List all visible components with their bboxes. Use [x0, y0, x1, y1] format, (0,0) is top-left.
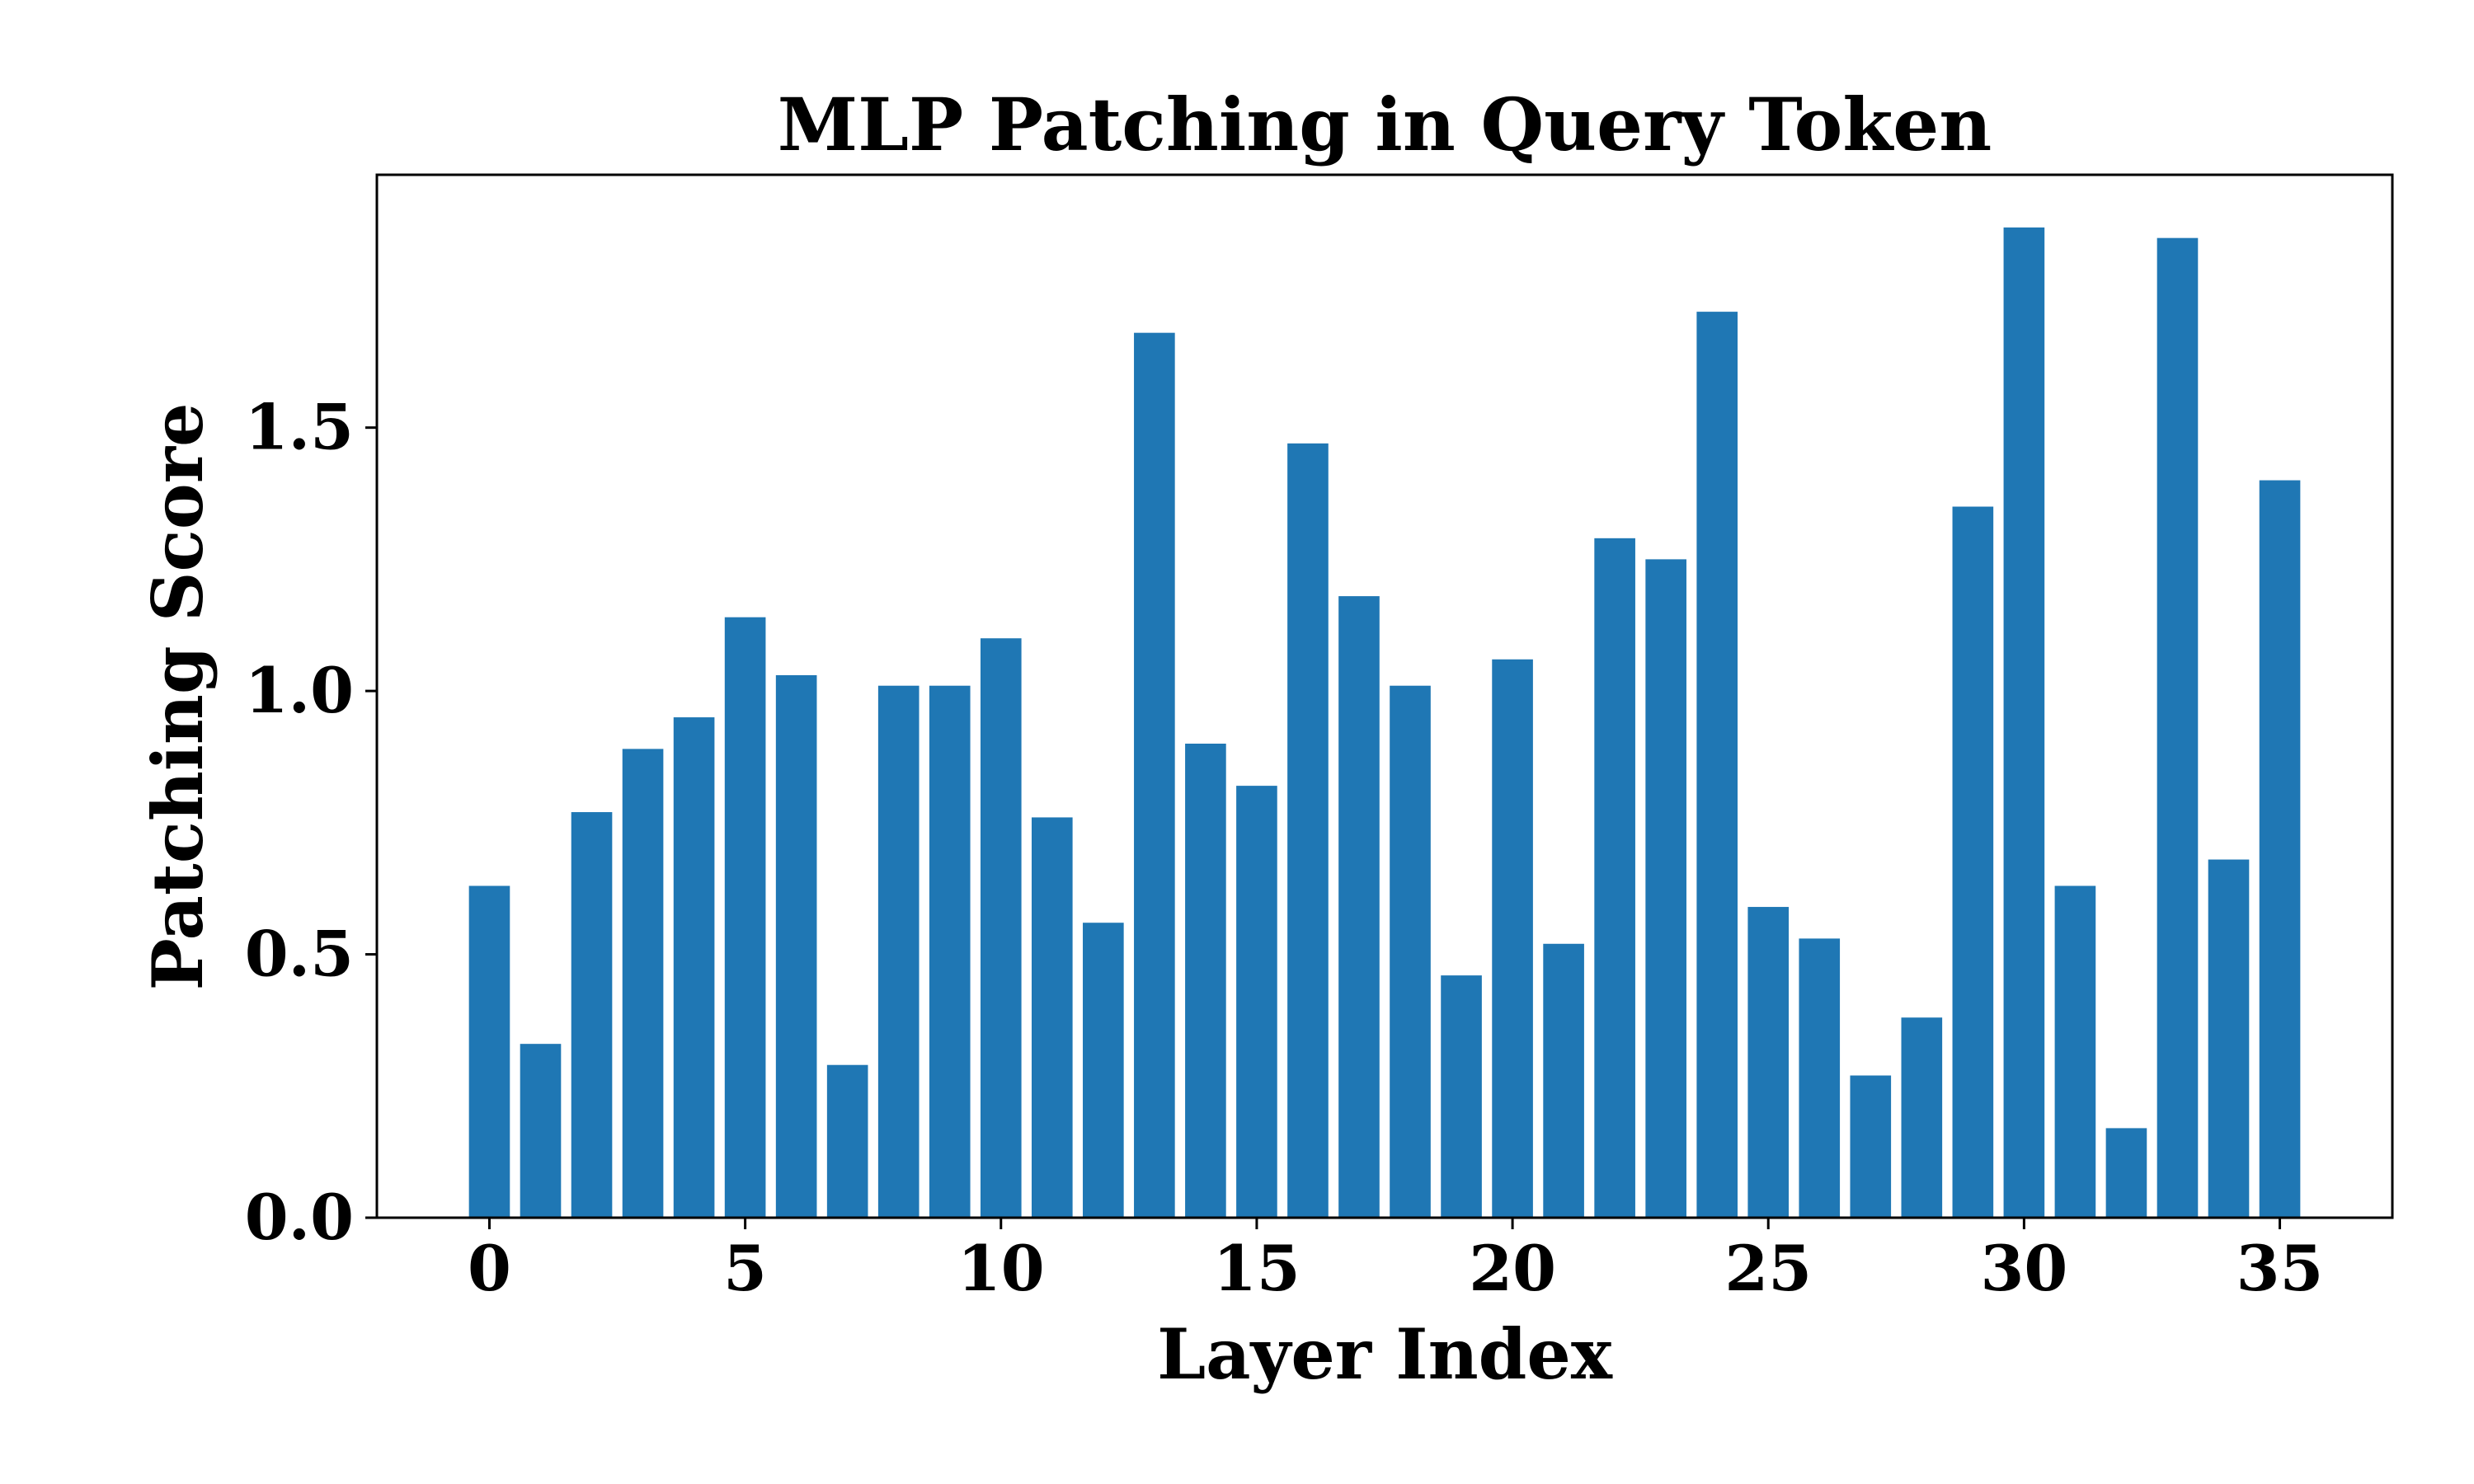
x-tick-label: 35	[2236, 1232, 2324, 1305]
plot-frame	[375, 173, 2394, 1219]
bar-layer-21	[1543, 943, 1584, 1218]
bar-layer-6	[775, 674, 817, 1218]
x-tick-label: 30	[1980, 1232, 2067, 1305]
y-axis-label: Patching Score	[137, 403, 219, 991]
y-axis-ticks: 0.0 0.5 1.0 1.5	[245, 391, 377, 1254]
bar-layer-22	[1594, 538, 1635, 1218]
bar-layer-11	[1031, 817, 1073, 1218]
bar-layer-1	[520, 1044, 562, 1218]
bar-layer-8	[877, 685, 920, 1218]
bar-layer-15	[1236, 786, 1277, 1218]
x-tick-label: 5	[723, 1232, 767, 1305]
y-tick-label: 1.0	[245, 654, 354, 727]
x-axis-ticks: 0 5 10 15 20 25 30 35	[468, 1218, 2323, 1305]
bar-layer-27	[1850, 1075, 1892, 1218]
bar-layer-24	[1696, 312, 1738, 1219]
x-tick-label: 0	[468, 1232, 511, 1305]
y-tick-label: 0.0	[245, 1181, 354, 1254]
bar-layer-23	[1645, 559, 1686, 1218]
y-tick-label: 0.5	[245, 918, 354, 991]
y-tick-label: 1.5	[245, 391, 354, 464]
bar-layer-31	[2054, 885, 2096, 1218]
bar-layer-5	[724, 617, 766, 1218]
bar-layer-12	[1083, 923, 1124, 1218]
bar-layer-30	[2003, 227, 2045, 1218]
bar-layer-0	[468, 885, 510, 1218]
bar-layer-13	[1134, 332, 1175, 1219]
bar-layer-2	[571, 812, 613, 1218]
bar-layer-17	[1338, 596, 1380, 1218]
bar-layer-35	[2259, 480, 2301, 1218]
bar-layer-9	[929, 685, 971, 1218]
bar-layer-29	[1952, 506, 1994, 1218]
bar-layer-26	[1799, 938, 1841, 1218]
bar-layer-28	[1901, 1017, 1943, 1218]
bar-layer-10	[980, 638, 1022, 1218]
plot-area	[468, 227, 2301, 1219]
bar-layer-16	[1287, 443, 1329, 1218]
bar-layer-33	[2157, 237, 2199, 1219]
bar-layer-34	[2208, 859, 2250, 1218]
bar-layer-3	[622, 749, 664, 1218]
x-tick-label: 10	[957, 1232, 1045, 1305]
bar-layer-19	[1441, 975, 1482, 1218]
bar-layer-25	[1747, 907, 1790, 1218]
x-axis-label: Layer Index	[1157, 1313, 1613, 1395]
x-tick-label: 25	[1724, 1232, 1812, 1305]
chart-title: MLP Patching in Query Token	[778, 82, 1992, 167]
bar-layer-14	[1185, 744, 1226, 1218]
bar-layer-18	[1390, 685, 1431, 1218]
bar-layer-4	[673, 717, 715, 1218]
bar-layer-32	[2105, 1128, 2147, 1218]
bar-layer-7	[826, 1064, 868, 1218]
x-tick-label: 20	[1469, 1232, 1556, 1305]
x-tick-label: 15	[1213, 1232, 1300, 1305]
bar-layer-20	[1492, 659, 1533, 1218]
